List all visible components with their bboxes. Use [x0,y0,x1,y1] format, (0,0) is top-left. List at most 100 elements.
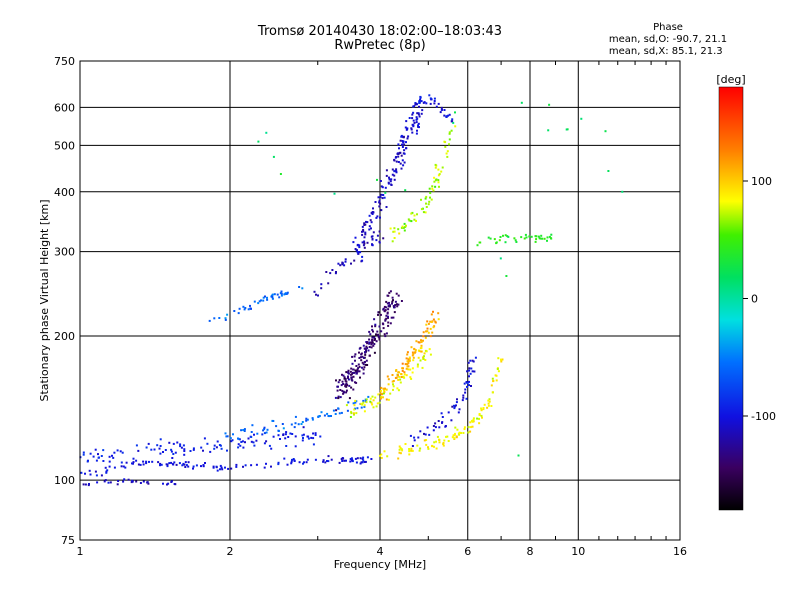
data-point [172,442,175,445]
data-point [179,445,182,448]
data-point [401,225,404,228]
data-point [418,449,421,452]
data-point [382,237,385,240]
data-point [434,166,437,169]
data-point [363,236,366,239]
data-point [415,219,417,222]
data-point [407,135,410,138]
data-point [412,359,415,362]
data-point [388,176,390,179]
data-point [184,461,187,464]
data-point [170,448,173,451]
data-point [390,316,393,319]
data-point [336,389,339,392]
data-point [501,358,504,361]
data-point [100,474,103,477]
data-point [352,368,355,371]
data-point [395,369,398,371]
data-point [408,448,411,450]
data-point [350,459,353,462]
data-point [272,420,275,422]
data-point [432,326,435,329]
data-point [448,113,451,116]
data-point [418,115,421,118]
data-point [416,365,419,368]
data-point [387,321,390,324]
data-point [455,401,458,404]
data-point [301,421,304,423]
data-point [342,392,345,395]
data-point [153,448,156,451]
data-point [366,342,369,345]
data-point [413,218,416,221]
data-point [393,237,396,239]
data-point [373,343,376,345]
data-point [358,246,361,249]
data-point [372,231,375,234]
data-point [507,235,510,238]
data-point [514,239,517,242]
data-point [341,460,344,462]
data-point [397,303,400,306]
data-point [403,143,406,146]
data-point [212,465,215,468]
data-point [434,426,437,429]
data-point [364,361,366,364]
data-point [358,365,361,368]
data-point [495,242,498,245]
data-point [406,365,409,368]
data-point [426,330,429,333]
data-point [370,212,373,215]
data-point [411,367,414,370]
data-point [408,219,411,222]
data-point [354,381,356,384]
data-point [221,468,224,471]
data-point [467,431,470,434]
data-point [336,385,339,388]
data-point [387,308,390,311]
data-point [361,259,364,262]
data-point [317,294,319,297]
data-point [379,313,382,316]
data-point [415,118,418,121]
data-point [412,353,415,356]
data-point [400,135,403,138]
data-point [105,470,108,473]
data-point [352,375,355,378]
data-point [442,442,445,444]
data-point [364,351,366,354]
data-point [301,434,304,437]
data-point [183,450,186,452]
data-point [242,305,245,308]
data-point [80,471,83,474]
data-point [480,409,483,412]
data-point [275,425,278,428]
data-point [438,426,441,429]
data-point [113,466,116,469]
data-point [263,432,266,435]
data-point [95,459,98,462]
data-point [230,467,233,470]
data-point [235,463,238,466]
data-point [312,443,315,446]
data-point [402,135,405,138]
data-point [604,130,607,133]
data-point [454,426,457,429]
data-point [344,385,347,388]
data-point [334,272,337,275]
data-point [398,448,401,451]
data-point [320,287,323,290]
data-point [463,382,466,385]
y-tick-label: 100 [54,474,75,487]
y-axis: 75 100 200 300 400 500 600 750 [54,55,75,547]
data-point [419,95,422,98]
y-tick-label: 400 [54,186,75,199]
data-point [347,378,350,381]
data-point [343,377,346,380]
data-point [347,401,350,404]
data-point [496,368,499,370]
data-point [360,402,363,405]
data-point [423,101,426,104]
data-point [347,372,350,375]
data-point [256,432,259,435]
